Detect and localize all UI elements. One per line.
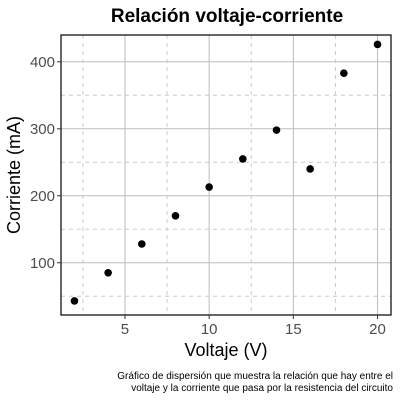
grid-lines [61, 35, 391, 315]
data-point [138, 240, 146, 248]
x-tick-label: 20 [369, 321, 386, 338]
data-point [272, 126, 281, 134]
x-tick-label: 10 [201, 321, 218, 338]
data-points [70, 40, 382, 305]
x-axis-label: Voltaje (V) [184, 340, 267, 360]
data-point [205, 183, 213, 191]
caption-line-1: Gráfico de dispersión que muestra la rel… [117, 371, 393, 382]
y-axis-label: Corriente (mA) [4, 116, 24, 234]
y-tick-label: 300 [30, 121, 55, 138]
data-point [171, 212, 180, 220]
x-tick-label: 15 [285, 321, 302, 338]
axis-ticks [57, 61, 379, 319]
data-point [104, 268, 112, 277]
y-tick-labels: 100 200 300 400 [30, 54, 55, 272]
chart-title: Relación voltaje-corriente [111, 6, 343, 27]
data-point [373, 40, 382, 49]
x-tick-labels: 5 10 15 20 [121, 321, 386, 338]
x-tick-label: 5 [121, 321, 129, 338]
y-tick-label: 200 [30, 188, 55, 205]
data-point [239, 155, 247, 163]
y-tick-label: 100 [30, 255, 55, 272]
data-point [340, 69, 348, 77]
y-tick-label: 400 [30, 54, 55, 71]
caption-line-2: voltaje y la corriente que pasa por la r… [131, 383, 393, 394]
data-point [70, 297, 79, 305]
data-point [306, 165, 314, 173]
plot-panel-border [60, 34, 392, 316]
